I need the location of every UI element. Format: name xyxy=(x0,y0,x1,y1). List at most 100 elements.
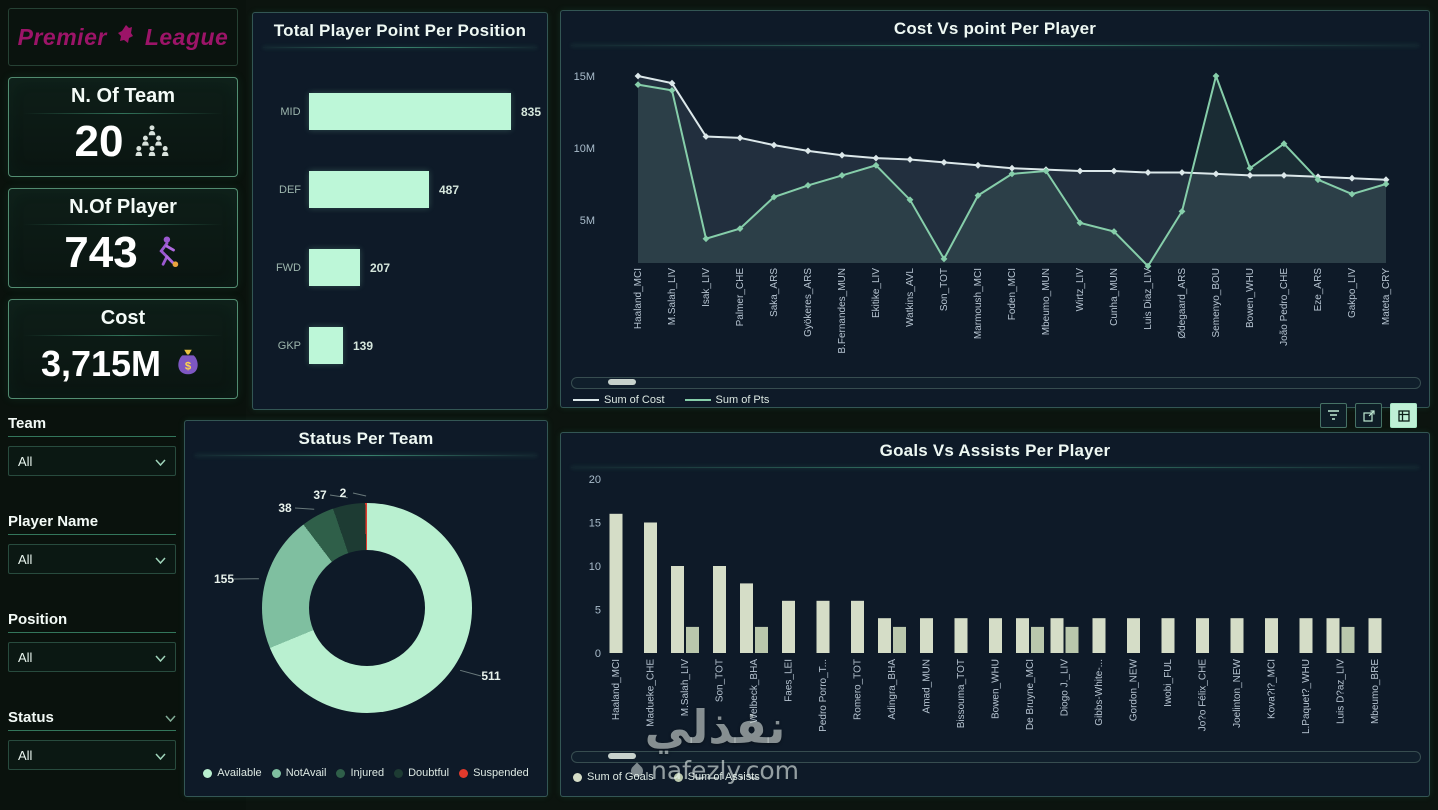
goals-bar[interactable] xyxy=(782,600,795,653)
data-point-marker[interactable] xyxy=(940,255,948,263)
data-point-marker[interactable] xyxy=(1280,140,1288,148)
goals-bar[interactable] xyxy=(1092,618,1106,653)
data-point-marker[interactable] xyxy=(736,225,744,232)
data-point-marker[interactable] xyxy=(906,196,914,204)
assists-bar[interactable] xyxy=(755,626,768,653)
data-point-marker[interactable] xyxy=(1246,164,1254,172)
data-point-marker[interactable] xyxy=(736,134,744,142)
goals-bar[interactable] xyxy=(1016,618,1029,653)
goals-bar[interactable] xyxy=(644,522,657,654)
goals-bar[interactable] xyxy=(878,618,891,653)
data-point-marker[interactable] xyxy=(940,159,948,166)
goals-bar[interactable] xyxy=(851,600,864,653)
table-view-icon[interactable] xyxy=(1390,403,1417,428)
goals-bar[interactable] xyxy=(1326,618,1340,653)
goals-bar[interactable] xyxy=(989,618,1002,653)
data-point-marker[interactable] xyxy=(872,161,880,169)
assists-bar[interactable] xyxy=(686,626,699,653)
data-point-marker[interactable] xyxy=(1382,176,1390,184)
data-point-marker[interactable] xyxy=(1178,208,1186,215)
data-point-marker[interactable] xyxy=(634,72,642,80)
data-point-marker[interactable] xyxy=(872,154,880,162)
data-point-marker[interactable] xyxy=(1314,176,1322,184)
bar-mid[interactable] xyxy=(308,93,511,130)
data-point-marker[interactable] xyxy=(1008,170,1016,178)
data-point-marker[interactable] xyxy=(770,193,778,201)
legend-item-notavail[interactable]: NotAvail xyxy=(271,767,326,779)
bar-gkp[interactable] xyxy=(309,327,343,364)
chart-horizontal-scrollbar[interactable] xyxy=(571,377,1421,389)
data-point-marker[interactable] xyxy=(702,133,710,140)
goals-bar[interactable] xyxy=(954,618,968,653)
goals-bar[interactable] xyxy=(816,600,830,653)
legend-item-available[interactable]: Available xyxy=(203,767,262,779)
data-point-marker[interactable] xyxy=(668,79,676,87)
data-point-marker[interactable] xyxy=(1110,228,1118,235)
data-point-marker[interactable] xyxy=(1076,167,1084,175)
status-donut-chart[interactable] xyxy=(262,503,472,713)
assists-bar[interactable] xyxy=(1341,626,1355,653)
data-point-marker[interactable] xyxy=(838,172,846,179)
data-point-marker[interactable] xyxy=(804,182,812,189)
data-point-marker[interactable] xyxy=(1382,180,1390,188)
legend-item-doubtful[interactable]: Doubtful xyxy=(394,767,449,779)
data-point-marker[interactable] xyxy=(1110,167,1118,175)
data-point-marker[interactable] xyxy=(974,161,982,169)
filter-position-dropdown[interactable]: All xyxy=(8,642,176,672)
popout-icon[interactable] xyxy=(1355,403,1382,428)
donut-legend: Available NotAvail Injured Doubtful Suspende… xyxy=(185,767,547,779)
data-point-marker[interactable] xyxy=(702,235,710,243)
legend-item-sum-of-goals[interactable]: Sum of Goals xyxy=(573,771,654,783)
data-point-marker[interactable] xyxy=(804,147,812,155)
legend-item-sum-of-pts[interactable]: Sum of Pts xyxy=(684,394,769,406)
bar-fwd[interactable] xyxy=(309,249,360,286)
goals-bar[interactable] xyxy=(740,583,753,653)
data-point-marker[interactable] xyxy=(1280,172,1288,179)
legend-item-sum-of-cost[interactable]: Sum of Cost xyxy=(573,394,665,406)
filter-status-dropdown[interactable]: All xyxy=(8,740,176,770)
data-point-marker[interactable] xyxy=(1042,167,1050,175)
goals-bar[interactable] xyxy=(1368,618,1382,653)
data-point-marker[interactable] xyxy=(906,156,914,163)
data-point-marker[interactable] xyxy=(1008,164,1016,172)
goals-bar[interactable] xyxy=(1230,618,1244,653)
data-point-marker[interactable] xyxy=(1076,219,1084,227)
bar-def[interactable] xyxy=(309,171,429,208)
filter-player-name-dropdown[interactable]: All xyxy=(8,544,176,574)
data-point-marker[interactable] xyxy=(1348,190,1356,198)
goals-bar[interactable] xyxy=(1050,618,1064,653)
chevron-down-icon[interactable] xyxy=(165,709,176,726)
filter-team-dropdown[interactable]: All xyxy=(8,446,176,476)
scrollbar-thumb[interactable] xyxy=(608,379,636,385)
data-point-marker[interactable] xyxy=(1246,172,1254,179)
data-point-marker[interactable] xyxy=(634,81,642,88)
goals-bar[interactable] xyxy=(671,566,684,653)
data-point-marker[interactable] xyxy=(770,141,778,149)
data-point-marker[interactable] xyxy=(1212,72,1220,80)
goals-bar[interactable] xyxy=(920,618,933,653)
goals-bar[interactable] xyxy=(1161,618,1175,653)
goals-bar[interactable] xyxy=(1265,618,1278,653)
chart-horizontal-scrollbar[interactable] xyxy=(571,751,1421,763)
goals-bar[interactable] xyxy=(609,513,623,653)
goals-bar[interactable] xyxy=(1127,618,1140,653)
legend-item-suspended[interactable]: Suspended xyxy=(459,767,529,779)
assists-bar[interactable] xyxy=(1065,626,1079,653)
data-point-marker[interactable] xyxy=(1144,262,1152,270)
data-point-marker[interactable] xyxy=(838,151,846,159)
data-point-marker[interactable] xyxy=(974,192,982,199)
data-point-marker[interactable] xyxy=(668,87,676,94)
assists-bar[interactable] xyxy=(893,626,906,653)
goals-bar[interactable] xyxy=(1196,618,1209,653)
filter-icon[interactable] xyxy=(1320,403,1347,428)
data-point-marker[interactable] xyxy=(1212,170,1220,178)
data-point-marker[interactable] xyxy=(1144,169,1152,176)
scrollbar-thumb[interactable] xyxy=(608,753,636,759)
legend-item-sum-of-assists[interactable]: Sum of Assists xyxy=(673,771,760,783)
legend-item-injured[interactable]: Injured xyxy=(336,767,384,779)
goals-bar[interactable] xyxy=(1299,618,1313,653)
data-point-marker[interactable] xyxy=(1178,169,1186,176)
goals-bar[interactable] xyxy=(713,566,726,653)
data-point-marker[interactable] xyxy=(1348,174,1356,182)
assists-bar[interactable] xyxy=(1031,626,1044,653)
